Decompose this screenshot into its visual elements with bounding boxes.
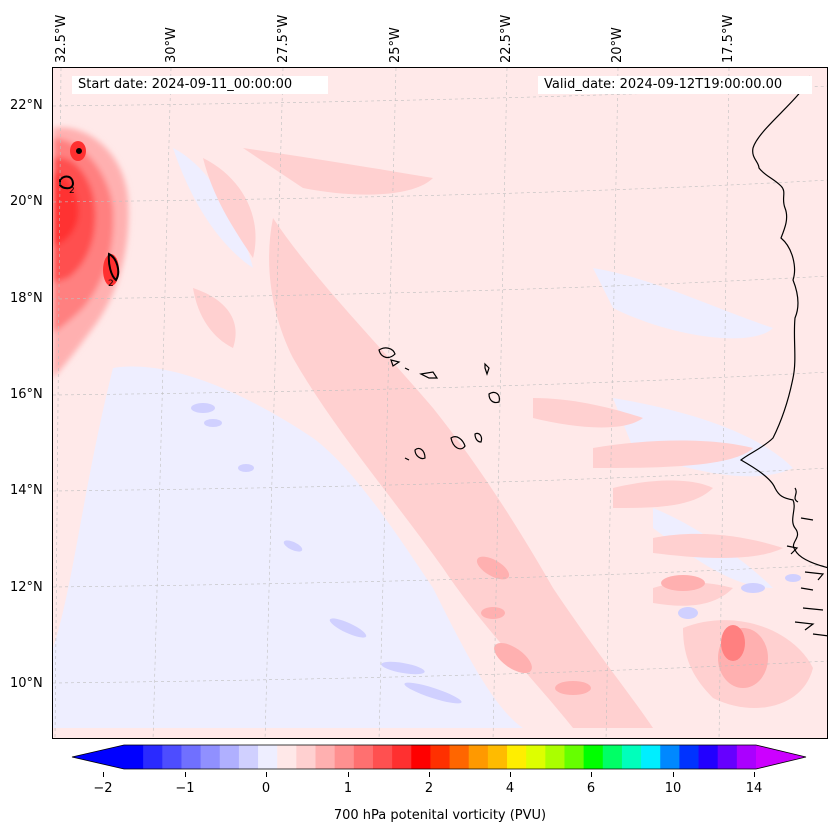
colorbar-tick	[266, 772, 267, 777]
lat-label-22n: 22°N	[10, 98, 43, 113]
colorbar-segment	[238, 745, 259, 769]
lat-label-20n: 20°N	[10, 194, 43, 209]
colorbar-tick	[754, 772, 755, 777]
colorbar-segment	[449, 745, 470, 769]
colorbar-segment	[200, 745, 221, 769]
colorbar-segment	[411, 745, 431, 769]
colorbar-segment	[641, 745, 661, 769]
colorbar-segment	[583, 745, 604, 769]
colorbar-segment	[717, 745, 738, 769]
pv-map: 2 2	[52, 67, 828, 739]
colorbar-segment	[564, 745, 585, 769]
colorbar-segment	[334, 745, 355, 769]
colorbar-tick-label: 1	[343, 781, 353, 796]
colorbar-segment	[353, 745, 374, 769]
colorbar-segment	[277, 745, 297, 769]
cape-verde-islands	[378, 347, 500, 461]
colorbar-segment	[602, 745, 623, 769]
colorbar-segment	[430, 745, 451, 769]
colorbar-tick	[429, 772, 430, 777]
colorbar-tick-label: 2	[424, 781, 434, 796]
lat-label-10n: 10°N	[10, 676, 43, 691]
coastline	[739, 75, 827, 637]
colorbar-under-arrow	[72, 745, 124, 769]
medium-negative-pv	[191, 403, 801, 704]
colorbar-segment	[621, 745, 642, 769]
colorbar-segment	[660, 745, 680, 769]
colorbar-tick	[510, 772, 511, 777]
colorbar-tick-label: 10	[664, 781, 682, 796]
colorbar-segment	[296, 745, 317, 769]
colorbar-tick-label: −2	[93, 781, 113, 796]
colorbar-segment	[736, 745, 757, 769]
colorbar-over-arrow	[756, 745, 806, 769]
colorbar-tick	[673, 772, 674, 777]
colorbar-segment	[143, 745, 163, 769]
colorbar-segment	[181, 745, 202, 769]
colorbar-segment	[507, 745, 527, 769]
colorbar-tick	[185, 772, 186, 777]
colorbar-tick	[103, 772, 104, 777]
lat-label-16n: 16°N	[10, 387, 43, 402]
lat-label-18n: 18°N	[10, 291, 43, 306]
colorbar-title: 700 hPa potenital vorticity (PVU)	[333, 808, 547, 823]
lat-label-12n: 12°N	[10, 580, 43, 595]
pv-2-contours	[59, 148, 120, 282]
map-canvas: 2 2	[53, 68, 827, 738]
pv-max-west	[53, 127, 129, 378]
contour-label-2: 2	[108, 279, 114, 289]
colorbar-segment	[545, 745, 565, 769]
colorbar-segment	[162, 745, 182, 769]
colorbar-segment	[372, 745, 393, 769]
colorbar-segment	[258, 745, 278, 769]
colorbar-tick-label: 4	[505, 781, 515, 796]
positive-pv-band	[193, 148, 813, 728]
colorbar-segment	[468, 745, 489, 769]
positive-pv-strong-se	[721, 625, 745, 661]
start-date-label: Start date: 2024-09-11_00:00:00	[72, 76, 328, 94]
colorbar-tick	[591, 772, 592, 777]
contour-label-1: 2	[69, 186, 75, 196]
colorbar-tick	[348, 772, 349, 777]
colorbar-outline	[71, 744, 807, 770]
colorbar-segment	[487, 745, 508, 769]
valid-date-label: Valid_date: 2024-09-12T19:00:00.00	[538, 76, 812, 94]
colorbar-tick-label: 14	[745, 781, 763, 796]
colorbar-segment	[392, 745, 412, 769]
colorbar-tick-label: −1	[175, 781, 195, 796]
lat-label-14n: 14°N	[10, 483, 43, 498]
colorbar-segment	[526, 745, 546, 769]
colorbar-tick-label: 0	[261, 781, 271, 796]
colorbar-segment	[124, 745, 144, 769]
colorbar-segment	[219, 745, 240, 769]
colorbar-segment	[315, 745, 336, 769]
colorbar-tick-label: 6	[586, 781, 596, 796]
colorbar-segment	[679, 745, 700, 769]
colorbar-segment	[698, 745, 719, 769]
